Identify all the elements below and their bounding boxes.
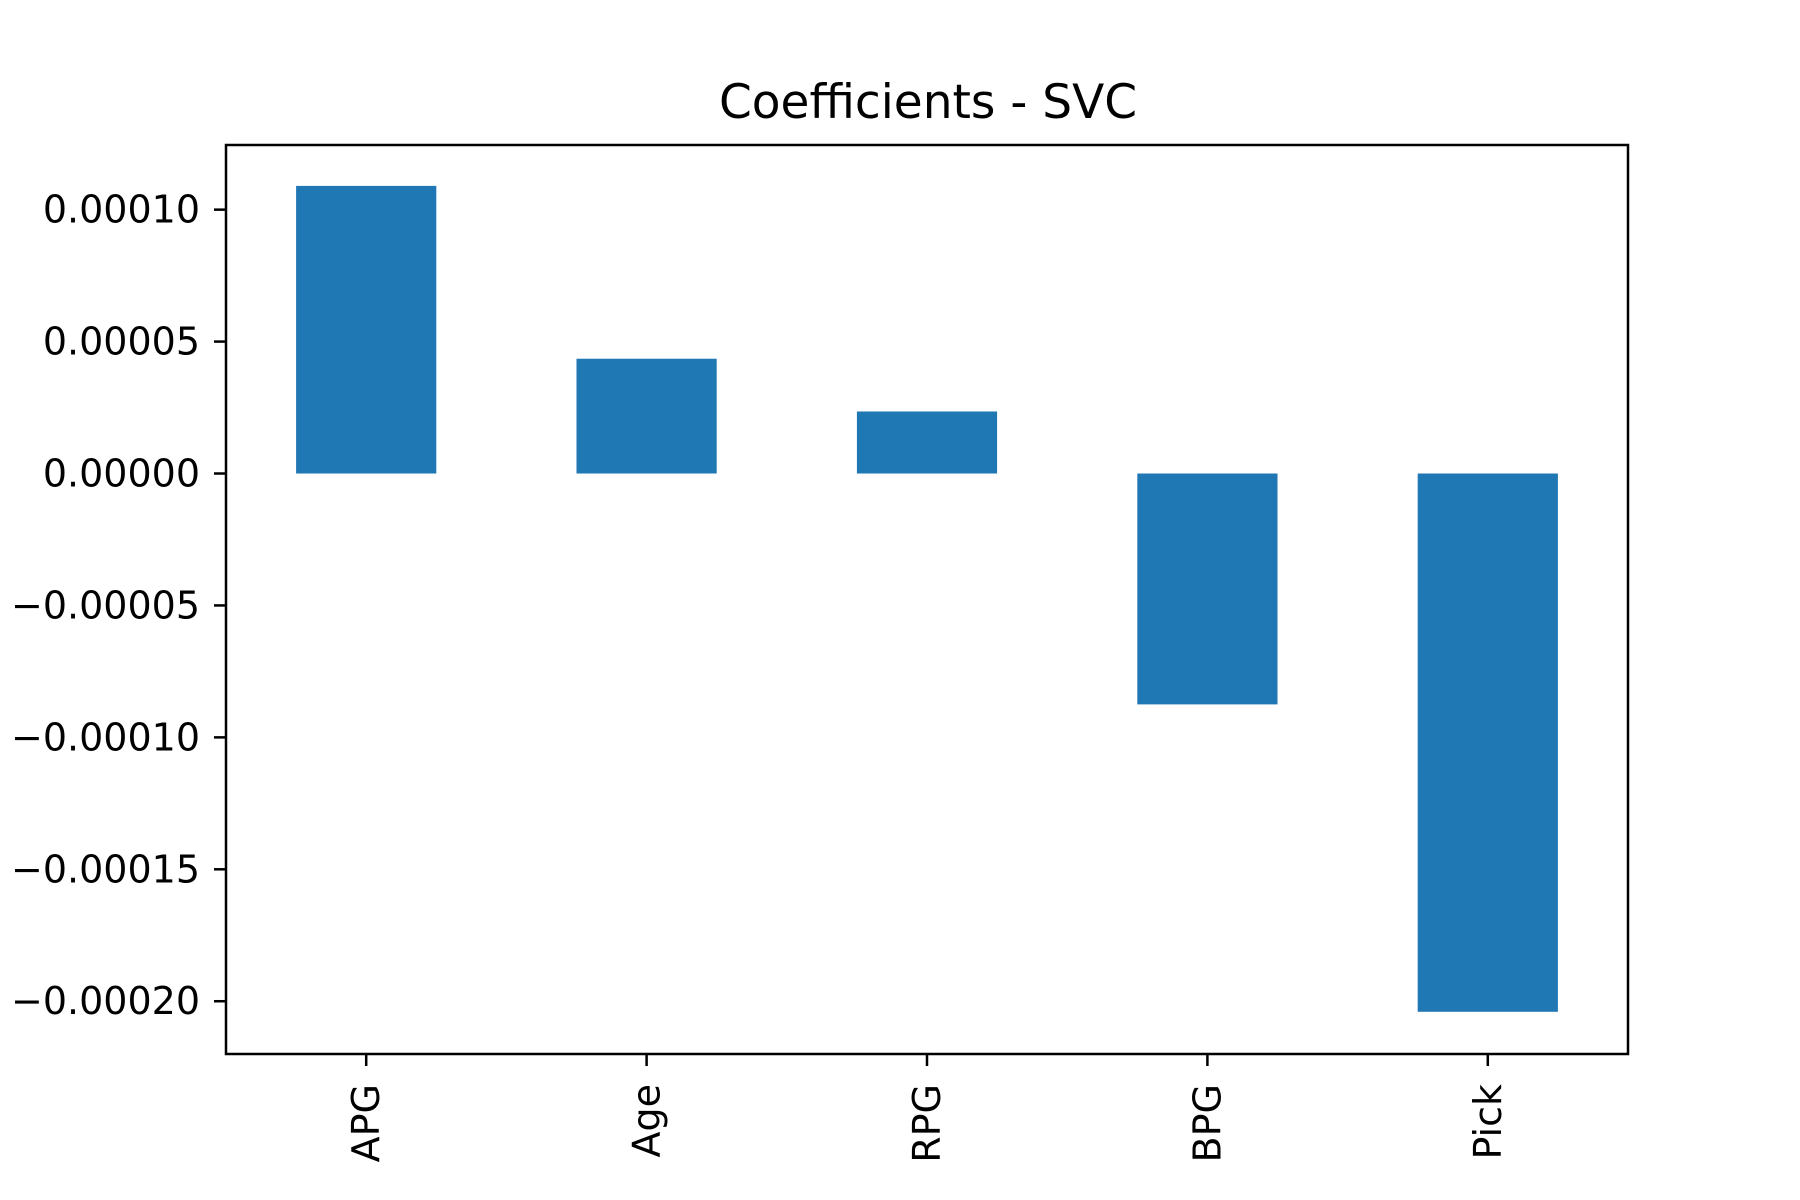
y-tick-label: 0.00010	[43, 188, 200, 232]
bar-apg	[296, 185, 437, 474]
x-tick-label-pick: Pick	[1466, 1084, 1510, 1160]
y-tick-label: −0.00020	[11, 979, 200, 1023]
x-tick-label-bpg: BPG	[1185, 1084, 1229, 1162]
y-tick-label: −0.00015	[11, 847, 200, 891]
x-tick-label-age: Age	[625, 1084, 669, 1158]
x-tick-label-rpg: RPG	[905, 1084, 949, 1163]
bars-layer	[296, 185, 1558, 1012]
y-tick-label: −0.00010	[11, 715, 200, 759]
y-tick-label: 0.00000	[43, 452, 200, 496]
bar-pick	[1417, 473, 1558, 1012]
y-tick-label: −0.00005	[11, 583, 200, 627]
chart-title: Coefficients - SVC	[719, 75, 1137, 130]
bar-bpg	[1137, 473, 1278, 705]
bar-rpg	[856, 411, 998, 474]
bar-age	[576, 358, 717, 474]
y-tick-label: 0.00005	[43, 320, 200, 364]
x-axis: APG Age RPG BPG Pick	[344, 1054, 1510, 1163]
y-axis: 0.00010 0.00005 0.00000 −0.00005 −0.00010 −0.…	[11, 188, 226, 1023]
x-tick-label-apg: APG	[344, 1084, 388, 1162]
